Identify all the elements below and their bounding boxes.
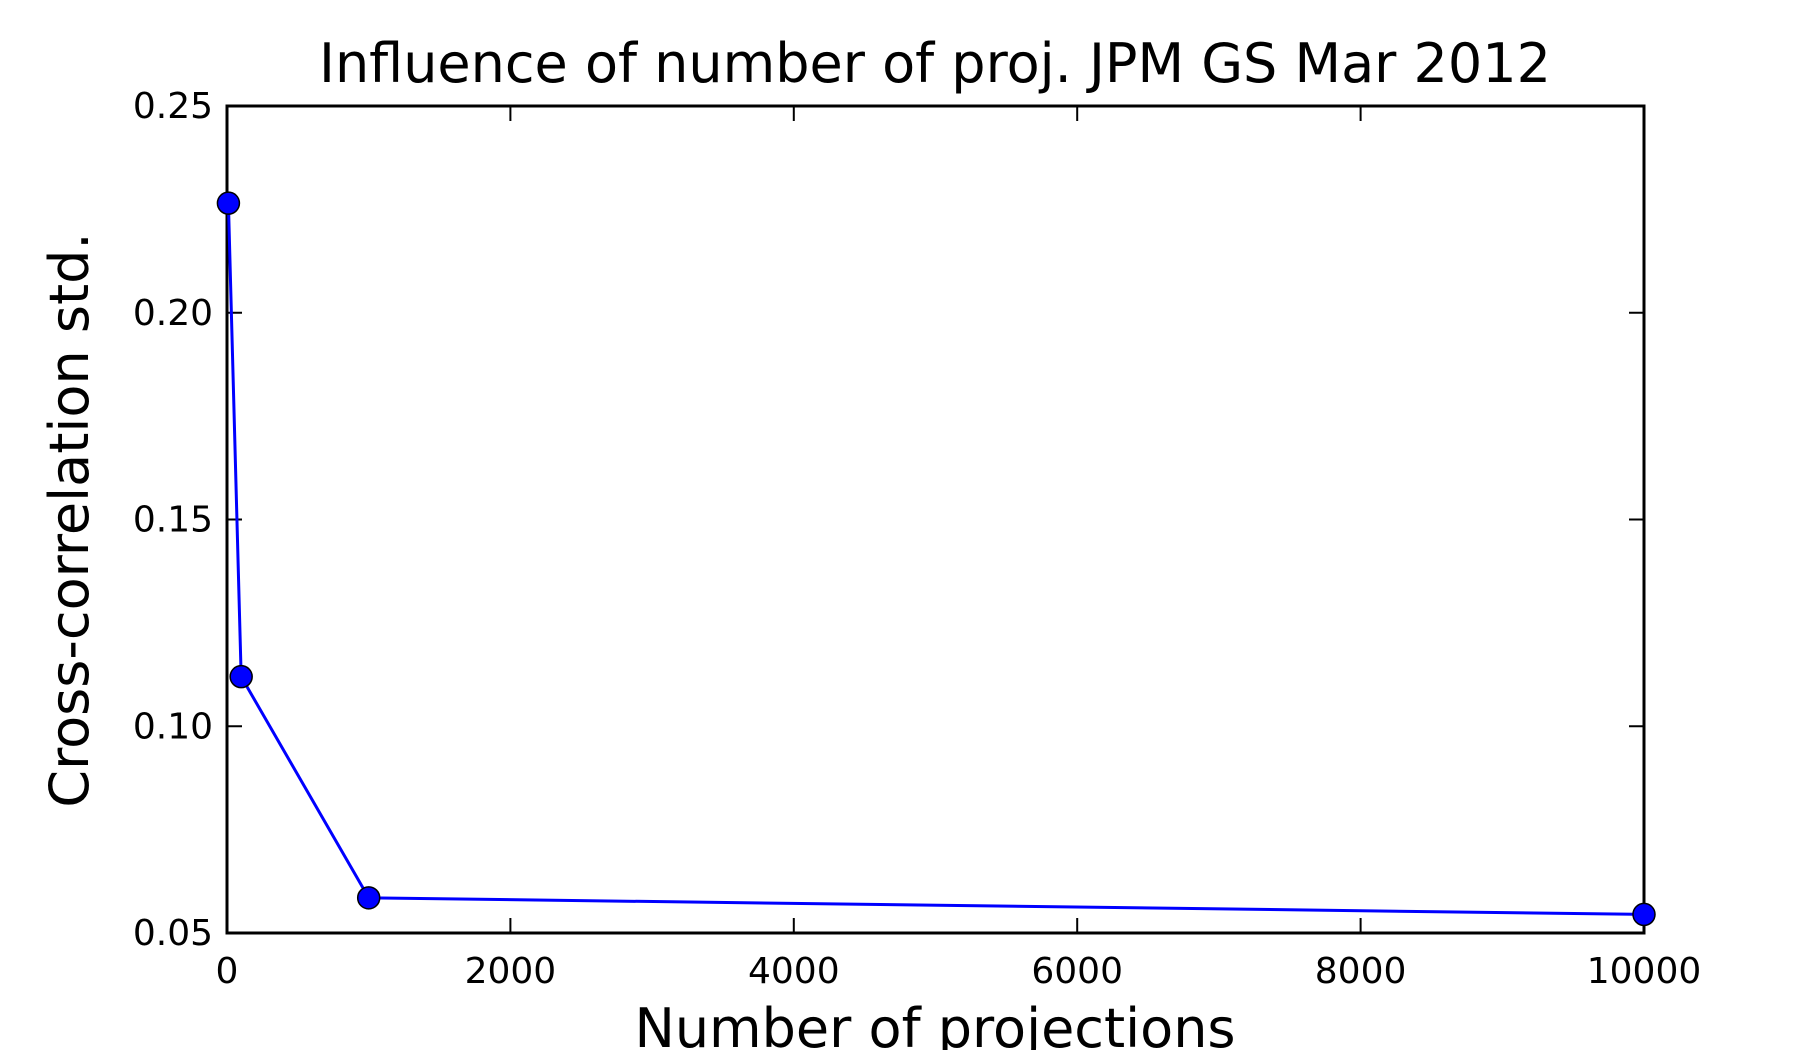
x-axis-label: Number of projections xyxy=(634,997,1235,1050)
data-point xyxy=(356,886,381,910)
plot-area-frame xyxy=(225,104,1646,935)
data-point xyxy=(229,664,253,689)
y-axis-label: Cross-correlation std. xyxy=(38,232,101,807)
x-tick-label: 8000 xyxy=(1315,951,1407,992)
y-tick-label: 0.20 xyxy=(133,293,213,334)
series-line xyxy=(226,203,1645,916)
series-layer xyxy=(216,191,1656,927)
y-tick-label: 0.15 xyxy=(133,500,213,541)
x-tick-label: 4000 xyxy=(748,951,840,992)
x-tick-label: 0 xyxy=(216,951,239,992)
y-tick-label: 0.05 xyxy=(133,913,213,954)
data-point xyxy=(1632,902,1656,927)
x-tick-label: 6000 xyxy=(1031,951,1123,992)
y-tick-label: 0.25 xyxy=(133,86,213,127)
chart-title: Influence of number of proj. JPM GS Mar … xyxy=(319,32,1551,95)
y-tick-label: 0.10 xyxy=(133,706,213,747)
ticks: 0 2000 4000 6000 8000 10000 0.05 0.10 0.15 0.20 0.… xyxy=(133,86,1701,992)
x-tick-label: 2000 xyxy=(465,951,557,992)
x-tick-label: 10000 xyxy=(1587,951,1702,992)
data-point xyxy=(216,191,241,215)
